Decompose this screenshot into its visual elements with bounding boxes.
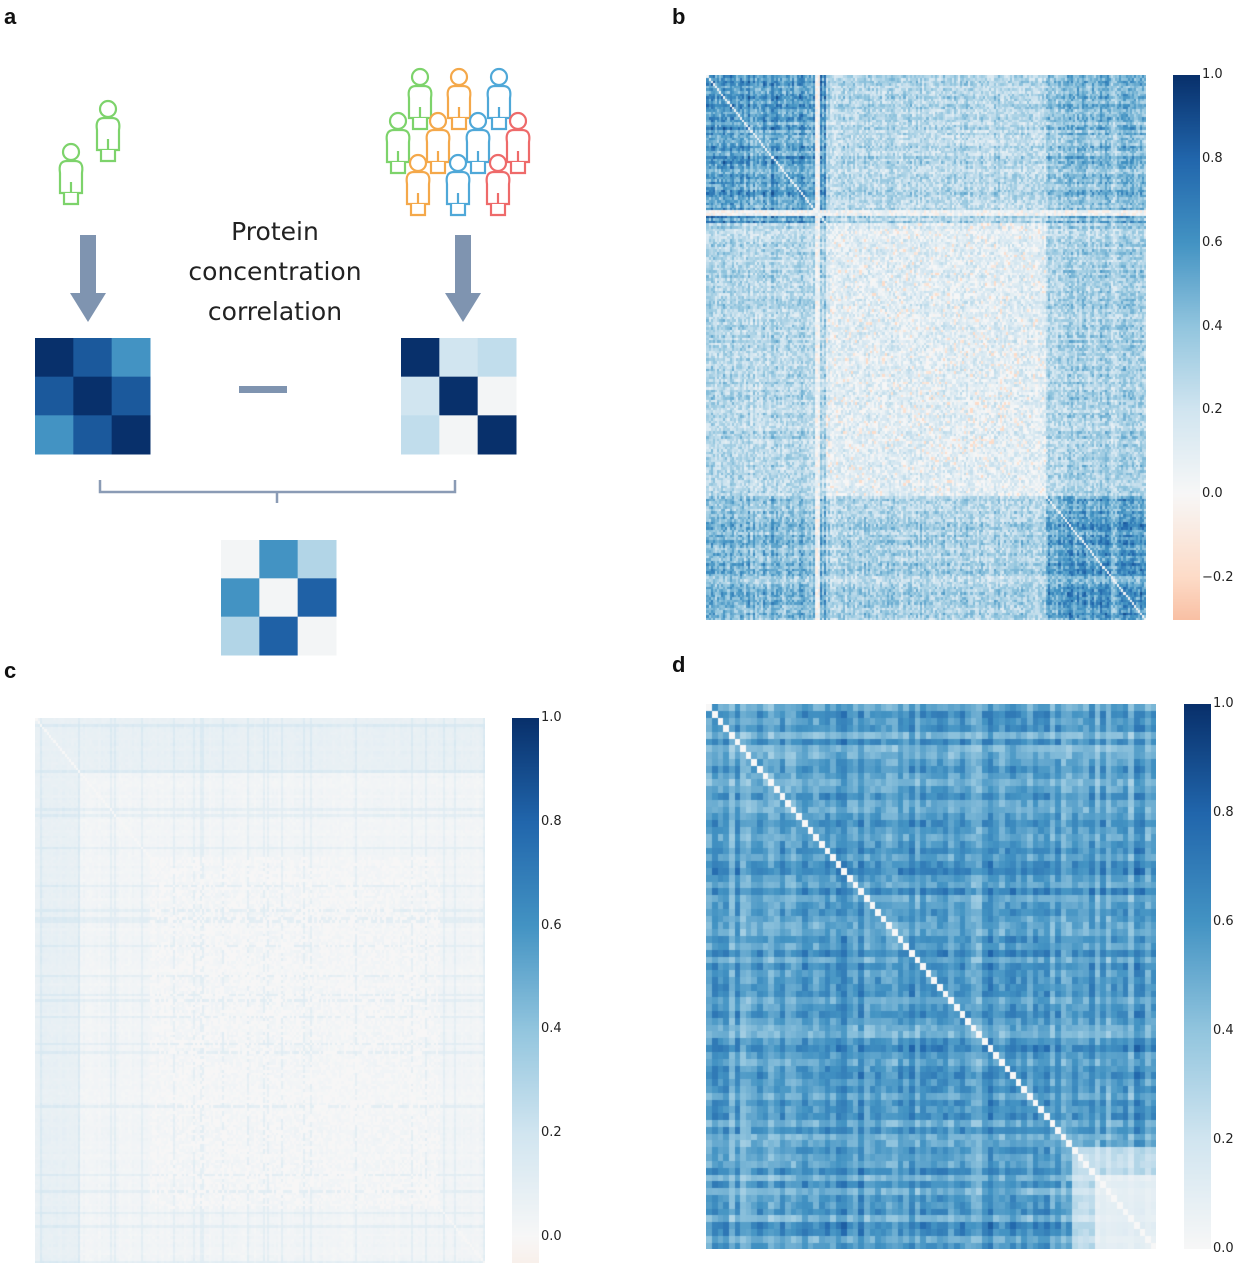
person-icon [445,153,471,217]
matrix-cell [73,415,113,455]
label-line-3: correlation [207,297,343,326]
colorbar-d [1184,704,1211,1249]
colorbar-b [1173,75,1200,620]
matrix-cell [221,578,260,618]
matrix-cell [259,578,299,618]
person-icon [405,153,431,217]
colorbar-tick-label: 1.0 [1202,67,1223,82]
matrix-cell [297,578,337,618]
colorbar-tick-label: 0.2 [1202,402,1223,418]
matrix-cell [477,338,517,378]
brace [98,480,457,503]
panel-label-a: a [4,4,17,29]
person-icon [58,142,84,206]
matrix-cell [35,415,74,455]
matrix-cell [401,415,440,455]
matrix-cell [297,540,337,579]
colorbar-tick-label: 0.0 [1213,1241,1234,1256]
person-icon [425,111,451,175]
heatmap-c [35,718,485,1263]
person-icon [407,67,433,131]
colorbar-tick-label: 1.0 [1213,696,1234,711]
colorbar-tick-label: 0.6 [1213,914,1234,929]
colorbar-tick-label: 0.4 [1202,318,1223,334]
matrix-cell [477,415,517,455]
matrix-large-cohort [401,338,517,455]
panel-label-b: b [672,4,686,29]
matrix-cell [111,376,151,416]
colorbar-tick-label: 0.4 [541,1021,562,1037]
matrix-cell [73,376,113,416]
colorbar-tick-label: 0.6 [1202,234,1223,250]
colorbar-tick-label: 0.6 [541,917,562,933]
matrix-small-cohort [35,338,151,455]
colorbar-tick-label: 0.4 [1213,1023,1234,1038]
heatmap-d [706,704,1156,1249]
matrix-cell [401,338,440,378]
colorbar-tick-label: 0.8 [1202,150,1223,166]
person-icon [465,111,491,175]
matrix-cell [35,338,74,378]
person-icon [486,67,512,131]
colorbar-tick-label: 0.8 [1213,805,1234,820]
arrows [70,235,481,503]
matrix-cell [221,616,260,656]
matrix-cell [111,338,151,378]
colorbar-tick-label: 0.0 [1202,486,1223,502]
people-icons [58,67,531,217]
matrix-cell [221,540,260,579]
heatmap-b [706,75,1146,620]
colorbar-tick-label: 1.0 [541,710,562,725]
colorbar-tick-label: 0.2 [1213,1132,1234,1147]
matrix-cell [111,415,151,455]
panel-label-d: d [672,652,686,677]
colorbar-c [512,718,539,1263]
matrix-cell [73,338,113,378]
label-line-2: concentration [188,257,362,286]
label-line-1: Protein [231,217,319,246]
colorbar-tick-label: 0.0 [541,1229,562,1245]
matrix-cell [477,376,517,416]
matrix-difference [221,540,337,656]
matrix-cell [439,338,479,378]
person-icon [505,111,531,175]
matrix-cell [259,616,299,656]
person-icon [485,153,511,217]
protein-correlation-label: Protein concentration correlation [160,212,390,332]
matrix-cell [401,376,440,416]
down-arrow [70,235,106,322]
person-icon [95,99,121,163]
matrix-cell [35,376,74,416]
person-icon [446,67,472,131]
person-icon [385,111,411,175]
panel-label-c: c [4,658,17,683]
colorbar-tick-label: −0.2 [1202,570,1234,586]
matrix-cell [439,376,479,416]
minus-sign [239,386,287,393]
matrix-cell [259,540,299,579]
down-arrow [445,235,481,322]
colorbar-tick-label: 0.2 [541,1125,562,1141]
colorbar-tick-label: 0.8 [541,813,562,829]
matrix-cell [297,616,337,656]
matrix-cell [439,415,479,455]
